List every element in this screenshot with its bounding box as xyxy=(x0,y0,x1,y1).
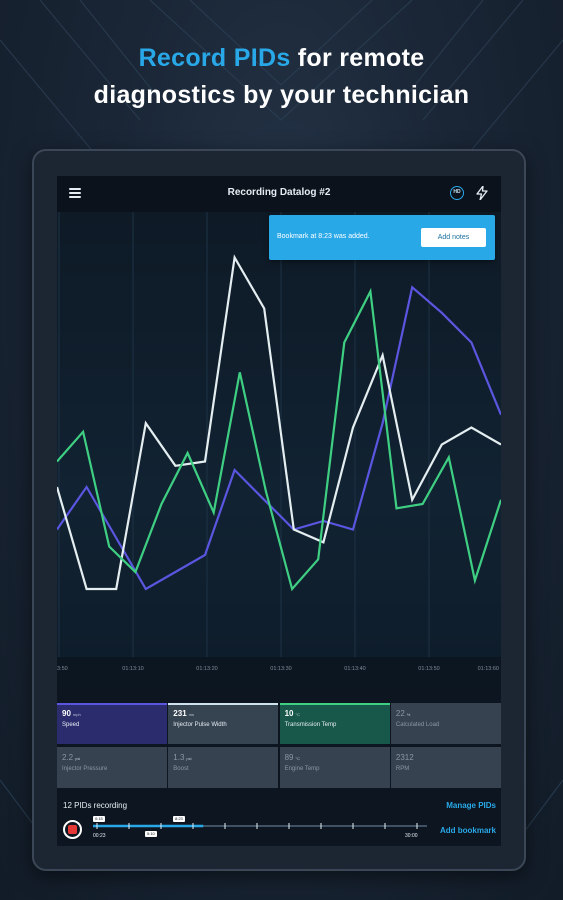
pid-value: 1.3 psi xyxy=(173,753,191,762)
pid-name: Calculated Load xyxy=(395,722,440,728)
pids-recording-label: 12 PIDs recording xyxy=(63,801,128,810)
pid-name: Transmission Temp xyxy=(284,722,337,728)
x-tick-label: 01:13:50 xyxy=(418,666,439,672)
pid-value-number: 10 xyxy=(284,709,294,718)
pid-value: 2.2 psi xyxy=(62,753,80,762)
pid-value-number: 231 xyxy=(173,709,187,718)
pid-name: Speed xyxy=(62,722,80,728)
pid-card[interactable]: 89 °C Engine Temp xyxy=(279,747,390,788)
pid-value: 2312 xyxy=(396,753,414,762)
pid-value-number: 90 xyxy=(62,709,71,718)
x-tick-label: 01:13:40 xyxy=(344,666,365,672)
x-tick-label: 3:50 xyxy=(57,666,68,672)
pid-grid: 90 mph Speed 231 ms Injector Pulse Width 10 °C T… xyxy=(57,703,501,791)
timeline-scrubber[interactable]: 00:23 30:00 0:15 8:23 5:10 xyxy=(93,815,427,845)
pid-card-accent xyxy=(57,703,167,705)
add-notes-button[interactable]: Add notes xyxy=(421,228,486,247)
pid-value: 90 mph xyxy=(62,709,81,718)
pid-name: Injector Pulse Width xyxy=(173,722,227,728)
pid-card[interactable]: 1.3 psi Boost xyxy=(168,747,279,788)
headline-accent: Record PIDs xyxy=(138,44,291,72)
timeline-tag-position: 5:10 xyxy=(145,831,157,837)
pid-card[interactable]: 10 °C Transmission Temp xyxy=(279,703,390,744)
pid-card[interactable]: 2312 RPM xyxy=(390,747,501,788)
pid-value-number: 22 xyxy=(395,709,405,718)
pid-unit: °C xyxy=(295,712,301,717)
timeline-track xyxy=(93,823,427,829)
pid-name: Boost xyxy=(173,766,189,772)
pid-name: RPM xyxy=(395,766,410,772)
lightning-bolt-icon[interactable] xyxy=(476,186,488,200)
line-chart-svg: 3:50 01:13:10 01:13:20 01:13:30 01:13:40 01:1… xyxy=(57,212,501,687)
headline-rest: for remote xyxy=(290,44,425,72)
pid-unit: psi xyxy=(186,756,192,761)
pid-card[interactable]: 231 ms Injector Pulse Width xyxy=(168,703,279,744)
pid-unit: mph xyxy=(72,712,81,717)
timeline-start: 00:23 xyxy=(93,833,106,839)
pid-card[interactable]: 2.2 psi Injector Pressure xyxy=(57,747,167,788)
pid-card-accent xyxy=(168,703,279,705)
record-stop-icon[interactable] xyxy=(63,820,82,839)
tablet-frame: Recording Datalog #2 HD 3:50 01:13:10 01:1… xyxy=(32,149,526,871)
pid-unit: °C xyxy=(295,756,301,761)
headline-line2: diagnostics by your technician xyxy=(93,81,470,109)
pid-value-number: 2.2 xyxy=(62,753,74,762)
pid-value: 89 °C xyxy=(285,753,300,762)
timeline-tag-bookmark: 8:23 xyxy=(173,816,185,822)
toast-message: Bookmark at 8:23 was added. xyxy=(277,233,370,240)
pid-unit: % xyxy=(406,712,411,717)
x-tick-label: 01:13:60 xyxy=(478,666,499,672)
app-bar: Recording Datalog #2 HD xyxy=(57,176,501,212)
pid-value: 10 °C xyxy=(285,709,300,718)
series-line-2 xyxy=(57,254,501,591)
series-line-1 xyxy=(57,285,501,591)
datalog-chart[interactable]: 3:50 01:13:10 01:13:20 01:13:30 01:13:40 01:1… xyxy=(57,212,501,687)
x-tick-label: 01:13:10 xyxy=(122,666,143,672)
x-tick-label: 01:13:30 xyxy=(270,666,291,672)
manage-pids-link[interactable]: Manage PIDs xyxy=(446,801,496,810)
timeline-tag-start: 0:15 xyxy=(93,816,105,822)
pid-name: Injector Pressure xyxy=(62,766,108,772)
bookmark-toast: Bookmark at 8:23 was added. Add notes xyxy=(269,215,495,260)
pid-value-number: 2312 xyxy=(395,753,414,762)
pid-value-number: 1.3 xyxy=(173,753,185,762)
x-tick-label: 01:13:20 xyxy=(196,666,217,672)
pid-card-accent xyxy=(279,703,390,705)
pid-unit: ms xyxy=(188,712,194,717)
pid-unit: psi xyxy=(75,756,81,761)
page-title: Recording Datalog #2 xyxy=(227,187,331,198)
pid-card[interactable]: 90 mph Speed xyxy=(57,703,167,744)
timeline-end: 30:00 xyxy=(405,833,418,839)
pid-card[interactable]: 22% Calculated Load xyxy=(390,703,501,744)
pid-value: 22% xyxy=(396,709,410,718)
pid-value-number: 89 xyxy=(284,753,294,762)
pid-value: 231 ms xyxy=(173,709,194,718)
add-bookmark-button[interactable]: Add bookmark xyxy=(439,826,496,835)
obd-device-icon[interactable]: HD xyxy=(450,186,464,200)
series-line-3 xyxy=(57,287,501,592)
headline: Record PIDs for remote diagnostics by yo… xyxy=(0,40,563,114)
pid-name: Engine Temp xyxy=(284,766,320,772)
recording-bar: 12 PIDs recording Manage PIDs 00:23 30:0… xyxy=(57,793,501,846)
app-screen: Recording Datalog #2 HD 3:50 01:13:10 01:1… xyxy=(57,176,501,846)
hamburger-menu-icon[interactable] xyxy=(69,188,81,198)
x-axis-band xyxy=(57,657,501,687)
